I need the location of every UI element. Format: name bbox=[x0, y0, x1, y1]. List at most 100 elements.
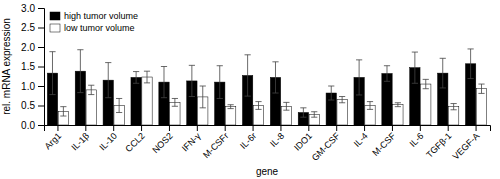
legend: high tumor volume low tumor volume bbox=[50, 11, 138, 33]
y-tick-label: 2.0 bbox=[21, 42, 35, 53]
plot: 0.00.51.01.52.02.53.0Arg1IL-1βIL-10CCL2N… bbox=[1, 3, 491, 177]
bar bbox=[337, 100, 347, 125]
x-tick-mark bbox=[197, 125, 198, 131]
y-tick-label: 0.0 bbox=[21, 120, 35, 131]
x-tick: GM-CSF bbox=[310, 125, 343, 163]
y-tick-label: 1.5 bbox=[21, 61, 35, 72]
x-tick-label: CCL2 bbox=[123, 131, 146, 154]
bar bbox=[142, 77, 152, 125]
bar bbox=[225, 107, 235, 125]
error-bar bbox=[384, 66, 390, 82]
legend-item: low tumor volume bbox=[50, 23, 135, 33]
x-tick-label: IL-10 bbox=[97, 131, 119, 153]
error-bar bbox=[339, 97, 345, 103]
x-tick: IFN-γ bbox=[180, 125, 203, 153]
y-tick: 2.0 bbox=[21, 42, 44, 53]
bar bbox=[131, 77, 141, 125]
y-tick: 0.5 bbox=[21, 100, 44, 111]
x-tick-label: IDO1 bbox=[292, 131, 314, 153]
bar bbox=[393, 105, 403, 125]
x-tick: IL-4 bbox=[352, 125, 370, 149]
error-bar bbox=[478, 84, 484, 93]
x-tick-mark bbox=[225, 125, 226, 131]
x-tick: IL-1β bbox=[69, 125, 91, 152]
x-tick: IDO1 bbox=[292, 125, 314, 153]
error-bar bbox=[245, 55, 251, 96]
legend-label: low tumor volume bbox=[64, 23, 135, 33]
x-tick: M-CSFr bbox=[201, 125, 230, 160]
legend-item: high tumor volume bbox=[50, 11, 138, 21]
y-axis-line bbox=[38, 9, 45, 126]
error-bar bbox=[77, 50, 83, 93]
legend-swatch bbox=[50, 12, 60, 20]
x-tick-label: M-CSF bbox=[370, 130, 398, 158]
x-tick-mark bbox=[336, 125, 337, 131]
y-tick-mark bbox=[38, 106, 44, 107]
x-tick-label: Arg1 bbox=[43, 131, 64, 152]
bar bbox=[476, 89, 486, 125]
series bbox=[58, 77, 486, 125]
x-tick-label: M-CSFr bbox=[201, 131, 230, 160]
x-tick: M-CSF bbox=[370, 125, 398, 158]
x-tick: CCL2 bbox=[123, 125, 146, 154]
y-tick: 1.5 bbox=[21, 61, 44, 72]
x-tick-label: IL-4 bbox=[352, 131, 370, 149]
error-bar bbox=[144, 71, 150, 83]
x-axis-title: gene bbox=[256, 166, 279, 177]
error-bar bbox=[356, 60, 362, 95]
y-tick-label: 3.0 bbox=[21, 3, 35, 14]
x-tick: IL-6r bbox=[238, 125, 258, 151]
x-axis: Arg1IL-1β IL-10CCL2NOS2 IFN-γM-CSFr IL-6r IL… bbox=[43, 125, 491, 163]
error-bar bbox=[116, 98, 122, 112]
error-bar bbox=[49, 52, 55, 95]
error-bar bbox=[395, 103, 401, 107]
chart: 0.00.51.01.52.02.53.0Arg1IL-1βIL-10CCL2N… bbox=[0, 0, 500, 179]
marks bbox=[47, 49, 486, 125]
x-tick-label: VEGF-A bbox=[451, 131, 482, 162]
x-tick-label: IL-8 bbox=[268, 131, 286, 149]
x-tick-mark bbox=[113, 125, 114, 131]
error-bar bbox=[468, 49, 474, 79]
legend-label: high tumor volume bbox=[64, 11, 138, 21]
x-tick-label: TGFβ-1 bbox=[424, 131, 453, 160]
x-tick-mark bbox=[364, 125, 365, 131]
x-tick: IL-10 bbox=[97, 125, 119, 152]
y-axis: 0.00.51.01.52.02.53.0 bbox=[21, 3, 44, 131]
x-tick-label: IL-6r bbox=[238, 131, 258, 151]
x-tick: TGFβ-1 bbox=[424, 125, 453, 160]
error-bar bbox=[200, 86, 206, 108]
x-tick-mark bbox=[392, 125, 393, 131]
x-tick-mark bbox=[476, 125, 477, 131]
error-bar bbox=[300, 108, 306, 117]
y-tick-label: 0.5 bbox=[21, 100, 35, 111]
y-tick-mark bbox=[38, 8, 44, 9]
x-tick-mark bbox=[141, 125, 142, 131]
x-tick-label: IL-1β bbox=[69, 131, 91, 153]
error-bar bbox=[423, 79, 429, 88]
error-bar bbox=[105, 63, 111, 98]
bar bbox=[86, 90, 96, 125]
error-bar bbox=[451, 104, 457, 110]
x-tick: VEGF-A bbox=[451, 125, 482, 162]
x-tick: IL-8 bbox=[268, 125, 286, 149]
x-tick-mark bbox=[169, 125, 170, 131]
y-tick-mark bbox=[38, 67, 44, 68]
error-bar bbox=[88, 85, 94, 94]
error-bars bbox=[60, 71, 484, 117]
error-bar bbox=[172, 98, 178, 106]
x-tick: IL-6 bbox=[408, 125, 426, 149]
error-bar bbox=[440, 58, 446, 88]
error-bar bbox=[367, 102, 373, 110]
series bbox=[47, 64, 475, 125]
error-bar bbox=[412, 52, 418, 83]
error-bar bbox=[228, 105, 234, 109]
error-bar bbox=[189, 65, 195, 96]
x-tick: NOS2 bbox=[150, 125, 174, 155]
error-bar bbox=[217, 66, 223, 99]
bar bbox=[421, 84, 431, 125]
x-tick-mark bbox=[308, 125, 309, 131]
error-bar bbox=[283, 102, 289, 110]
y-tick: 0.0 bbox=[21, 120, 44, 131]
legend-swatch bbox=[50, 24, 60, 32]
x-axis-line bbox=[45, 126, 491, 132]
